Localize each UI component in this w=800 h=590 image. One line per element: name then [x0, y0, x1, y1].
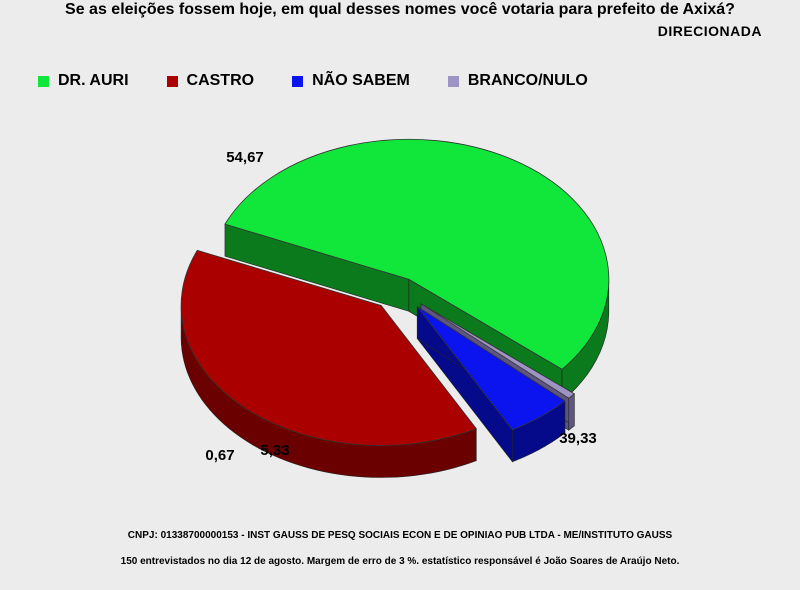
data-label-2: 5,33 [260, 442, 289, 459]
legend-item-nao-sabem: NÃO SABEM [292, 72, 410, 90]
legend-item-castro: CASTRO [166, 72, 255, 90]
pie-slice-1 [180, 249, 477, 478]
slice-top [224, 138, 610, 370]
chart-title: Se as eleições fossem hoje, em qual dess… [65, 1, 735, 18]
legend-item-branco-nulo: BRANCO/NULO [447, 72, 588, 90]
footer-note: 150 entrevistados no dia 12 de agosto. M… [120, 556, 680, 567]
legend-swatch [447, 75, 459, 87]
legend-label: DR. AURI [58, 72, 129, 89]
data-label-1: 39,33 [559, 430, 597, 447]
pie-slice-2 [416, 305, 566, 463]
legend-label: NÃO SABEM [312, 72, 410, 89]
slice-top [416, 306, 566, 431]
slice-rim [568, 393, 575, 431]
legend-label: CASTRO [186, 72, 255, 89]
legend: DR. AURI CASTRO NÃO SABEM BRANCO/NULO [38, 72, 626, 90]
legend-swatch [292, 75, 304, 87]
legend-swatch [166, 75, 178, 87]
data-label-3: 0,67 [205, 447, 234, 464]
slice-top [180, 249, 477, 446]
slice-top [420, 303, 575, 399]
legend-label: BRANCO/NULO [467, 72, 588, 89]
legend-item-dr-auri: DR. AURI [38, 72, 129, 90]
legend-swatch [38, 75, 49, 87]
chart-subtitle: DIRECIONADA [657, 23, 762, 39]
data-label-0: 54,67 [226, 149, 264, 166]
footer-cnpj: CNPJ: 01338700000153 - INST GAUSS DE PES… [127, 530, 673, 541]
